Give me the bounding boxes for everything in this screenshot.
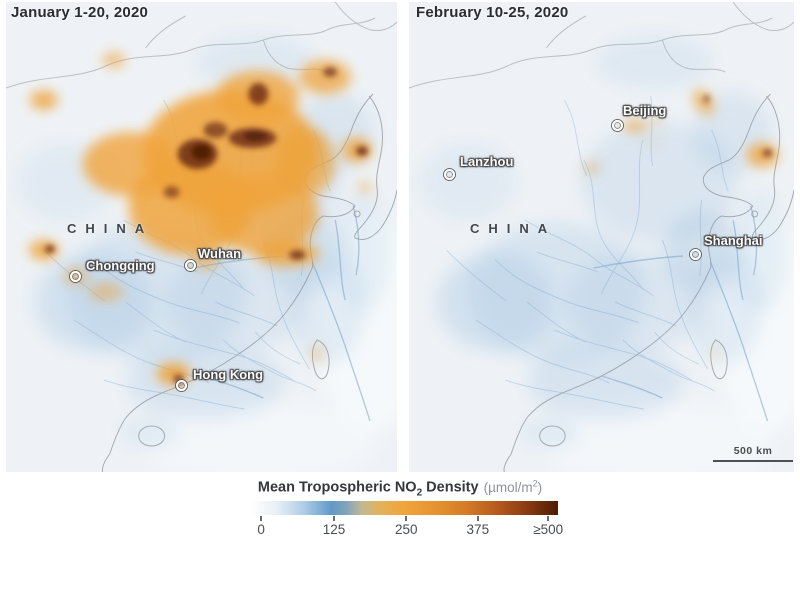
right-panel-title: February 10-25, 2020 — [416, 4, 569, 21]
city-marker-beijing — [612, 120, 623, 131]
scale-bar-line — [713, 460, 793, 462]
tick-label-375: 375 — [466, 522, 490, 537]
city-marker-chongqing — [70, 271, 81, 282]
tick-label-500: ≥500 — [533, 522, 564, 537]
tick-label-250: 250 — [394, 522, 418, 537]
colorbar-ticks — [252, 516, 558, 522]
legend-title-suffix: Density — [422, 479, 479, 496]
left-panel-title: January 1-20, 2020 — [11, 4, 149, 21]
country-label-right: CHINA — [470, 221, 557, 236]
map-january — [6, 2, 397, 472]
colorbar-labels: 0 125 250 375 ≥500 — [252, 522, 563, 540]
city-label-wuhan: Wuhan — [198, 246, 242, 261]
city-label-shanghai: Shanghai — [704, 233, 763, 248]
tick-label-125: 125 — [322, 522, 346, 537]
tick-label-0: 0 — [257, 522, 265, 537]
legend: Mean Tropospheric NO2 Density (µmol/m2) 0… — [0, 478, 800, 537]
scale-bar-label: 500 km — [733, 445, 773, 457]
legend-title-subscript: 2 — [416, 487, 423, 499]
city-marker-lanzhou — [444, 169, 455, 180]
country-label-left: CHINA — [67, 221, 154, 236]
city-label-beijing: Beijing — [623, 103, 667, 118]
city-marker-hong-kong — [176, 380, 187, 391]
scale-bar: 500 km — [713, 445, 793, 462]
city-label-lanzhou: Lanzhou — [460, 154, 514, 169]
colorbar-gradient — [252, 501, 558, 515]
legend-title: Mean Tropospheric NO2 Density (µmol/m2) — [0, 478, 800, 498]
city-label-chongqing: Chongqing — [86, 258, 155, 273]
legend-units: (µmol/m2) — [483, 478, 543, 495]
city-label-hong-kong: Hong Kong — [193, 367, 264, 382]
city-marker-shanghai — [690, 249, 701, 260]
city-marker-wuhan — [185, 260, 196, 271]
legend-title-text: Mean Tropospheric NO — [257, 479, 417, 496]
